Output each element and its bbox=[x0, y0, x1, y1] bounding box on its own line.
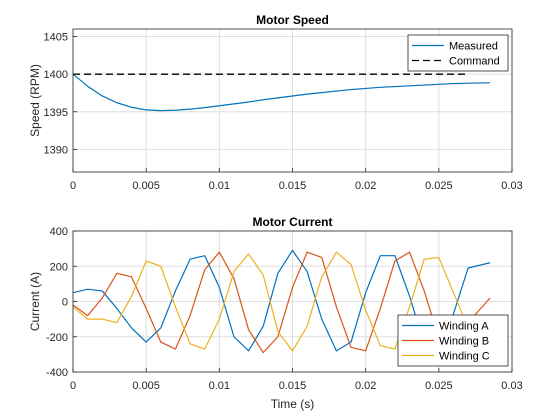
x-tick-label: 0.02 bbox=[355, 380, 376, 392]
series-line-winding-a bbox=[73, 249, 491, 352]
legend-label: Winding C bbox=[439, 351, 490, 363]
series-line-winding-c bbox=[73, 251, 491, 352]
x-tick-label: 0.015 bbox=[279, 380, 307, 392]
y-axis-label: Speed (RPM) bbox=[28, 64, 42, 137]
speed-panel: 0 0.005 0.01 0.015 0.02 0.025 0.03 1390 1395 1400… bbox=[28, 13, 523, 192]
x-tick-label: 0 bbox=[70, 380, 76, 392]
y-tick-label: -200 bbox=[46, 332, 68, 344]
y-axis-label: Current (A) bbox=[28, 272, 42, 331]
x-tick-label: 0 bbox=[70, 180, 76, 192]
legend: Winding A Winding B Winding C bbox=[397, 314, 509, 367]
y-tick-label: 1395 bbox=[44, 107, 68, 119]
legend: Measured Command bbox=[407, 34, 509, 72]
x-tick-label: 0.01 bbox=[209, 380, 230, 392]
series-line-winding-b bbox=[73, 251, 491, 354]
x-tick-label: 0.015 bbox=[279, 180, 307, 192]
x-tick-label: 0.005 bbox=[132, 180, 160, 192]
current-panel: 0 0.005 0.01 0.015 0.02 0.025 0.03 -400 -200 0 200… bbox=[28, 215, 523, 411]
y-tick-label: 400 bbox=[50, 226, 68, 238]
x-tick-label: 0.02 bbox=[355, 180, 376, 192]
legend-label: Winding A bbox=[439, 321, 489, 333]
y-tick-label: 0 bbox=[62, 297, 68, 309]
y-tick-label: 1390 bbox=[44, 144, 68, 156]
x-tick-label: 0.025 bbox=[425, 180, 453, 192]
series-group bbox=[73, 249, 491, 354]
x-tick-label: 0.03 bbox=[501, 380, 522, 392]
legend-label: Measured bbox=[449, 41, 498, 53]
y-tick-label: 200 bbox=[50, 261, 68, 273]
legend-label: Winding B bbox=[439, 336, 489, 348]
x-tick-label: 0.005 bbox=[132, 380, 160, 392]
x-tick-label: 0.01 bbox=[209, 180, 230, 192]
series-line-measured bbox=[73, 73, 491, 112]
y-tick-label: 1405 bbox=[44, 32, 68, 44]
y-tick-label: 1400 bbox=[44, 69, 68, 81]
chart-title: Motor Speed bbox=[256, 13, 329, 27]
legend-box bbox=[407, 34, 509, 72]
legend-label: Command bbox=[449, 56, 500, 68]
y-tick-label: -400 bbox=[46, 367, 68, 379]
x-tick-label: 0.03 bbox=[501, 180, 522, 192]
series-group bbox=[73, 73, 491, 112]
x-tick-label: 0.025 bbox=[425, 380, 453, 392]
x-axis-label: Time (s) bbox=[271, 397, 315, 411]
chart-title: Motor Current bbox=[253, 215, 333, 229]
